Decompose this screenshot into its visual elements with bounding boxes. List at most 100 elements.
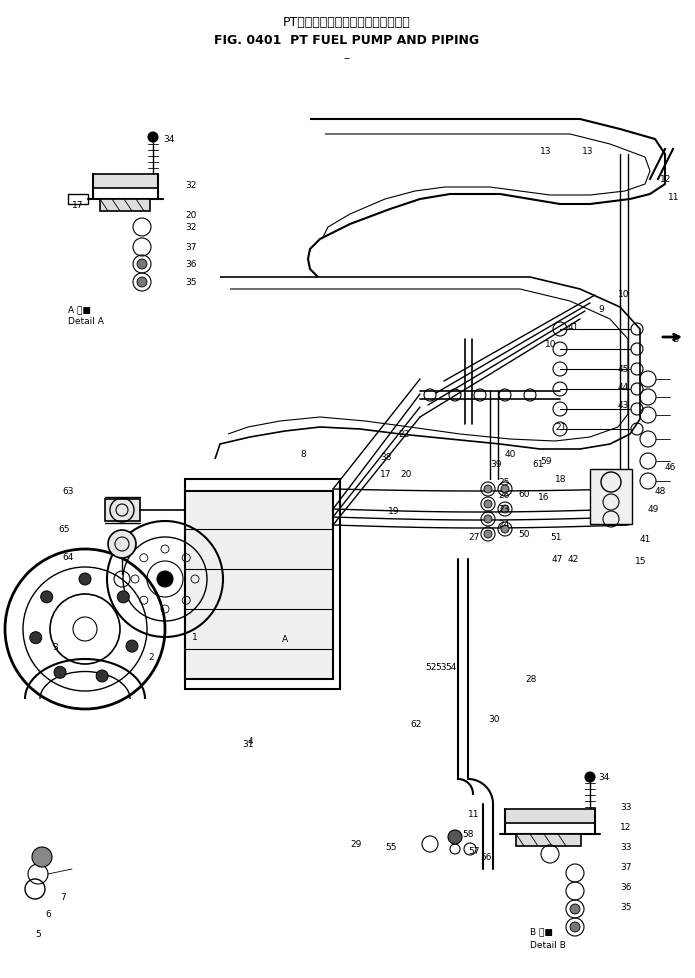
Text: 8: 8 — [300, 450, 306, 459]
Text: 38: 38 — [380, 453, 391, 462]
Text: 20: 20 — [185, 210, 197, 219]
Text: 33: 33 — [620, 803, 632, 812]
Circle shape — [157, 571, 173, 588]
Text: 49: 49 — [648, 505, 660, 514]
Text: 2: 2 — [148, 653, 154, 662]
Text: B: B — [672, 335, 678, 344]
Circle shape — [501, 485, 509, 494]
Text: A 詳■: A 詳■ — [68, 305, 91, 314]
Text: 32: 32 — [185, 223, 197, 232]
Text: 50: 50 — [518, 530, 530, 539]
Bar — [68, 195, 88, 204]
Text: 35: 35 — [620, 903, 632, 911]
Text: Detail A: Detail A — [68, 317, 104, 327]
Text: FIG. 0401  PT FUEL PUMP AND PIPING: FIG. 0401 PT FUEL PUMP AND PIPING — [215, 33, 480, 46]
Text: A: A — [282, 635, 288, 644]
Circle shape — [137, 278, 147, 288]
Text: 56: 56 — [480, 853, 491, 862]
Text: 59: 59 — [540, 457, 552, 467]
Text: 42: 42 — [568, 555, 579, 564]
Text: 3: 3 — [52, 643, 58, 651]
Text: 45: 45 — [618, 365, 630, 375]
Text: 62: 62 — [410, 720, 421, 729]
Circle shape — [30, 632, 42, 645]
Circle shape — [108, 530, 136, 558]
Text: 1: 1 — [192, 633, 198, 642]
Text: 39: 39 — [490, 460, 502, 469]
Text: 37: 37 — [185, 244, 197, 252]
Text: 15: 15 — [635, 556, 646, 566]
Text: 53: 53 — [435, 663, 446, 672]
Text: 48: 48 — [655, 487, 667, 496]
Circle shape — [501, 525, 509, 533]
Text: 55: 55 — [385, 843, 397, 852]
Bar — [100, 200, 150, 212]
Bar — [516, 834, 581, 846]
Text: B 詳■: B 詳■ — [530, 926, 553, 936]
Circle shape — [137, 260, 147, 270]
Text: 41: 41 — [640, 535, 651, 544]
Text: 28: 28 — [525, 675, 537, 684]
Text: PTフュエルポンプおよびパイピング: PTフュエルポンプおよびパイピング — [283, 16, 411, 28]
Text: 22: 22 — [398, 430, 409, 439]
Circle shape — [148, 133, 158, 143]
Text: 47: 47 — [552, 555, 564, 564]
Text: 58: 58 — [462, 829, 473, 839]
Text: 60: 60 — [518, 490, 530, 499]
Circle shape — [484, 530, 492, 539]
Text: 7: 7 — [60, 893, 66, 902]
Text: 61: 61 — [532, 460, 543, 469]
Text: 40: 40 — [505, 450, 516, 459]
Text: 9: 9 — [598, 305, 604, 314]
Text: 11: 11 — [468, 810, 480, 819]
Text: Detail B: Detail B — [530, 941, 566, 950]
Text: 13: 13 — [540, 148, 552, 156]
Text: 11: 11 — [668, 194, 680, 202]
Text: 44: 44 — [618, 383, 629, 392]
Text: 31: 31 — [242, 739, 254, 749]
Circle shape — [570, 922, 580, 932]
Text: 36: 36 — [185, 260, 197, 269]
Circle shape — [570, 904, 580, 914]
Circle shape — [126, 641, 138, 652]
Text: 4: 4 — [248, 736, 254, 746]
Circle shape — [501, 506, 509, 513]
Bar — [590, 469, 632, 524]
Circle shape — [448, 830, 462, 844]
Text: 54: 54 — [445, 663, 457, 672]
Text: 17: 17 — [380, 470, 391, 479]
Text: 63: 63 — [62, 487, 74, 496]
Text: 36: 36 — [620, 882, 632, 892]
Text: 13: 13 — [582, 148, 594, 156]
Text: 41: 41 — [568, 323, 580, 333]
Text: 34: 34 — [163, 135, 174, 145]
Text: 17: 17 — [72, 200, 83, 209]
Text: 10: 10 — [545, 340, 557, 349]
Text: 65: 65 — [58, 525, 70, 534]
Text: 26: 26 — [498, 491, 509, 500]
Circle shape — [585, 773, 595, 782]
Bar — [105, 500, 140, 521]
Text: 10: 10 — [618, 290, 630, 299]
Text: 12: 12 — [620, 822, 631, 831]
Bar — [185, 492, 333, 680]
Bar — [93, 175, 158, 189]
Text: 64: 64 — [62, 553, 74, 562]
Circle shape — [484, 501, 492, 509]
Text: 34: 34 — [598, 773, 610, 781]
Text: 51: 51 — [550, 533, 562, 542]
Text: 32: 32 — [185, 180, 197, 190]
Text: 20: 20 — [400, 470, 411, 479]
Text: 35: 35 — [185, 278, 197, 288]
Bar — [505, 809, 595, 823]
Text: 5: 5 — [35, 929, 41, 939]
Text: 33: 33 — [620, 843, 632, 852]
Circle shape — [96, 670, 108, 683]
Text: 52: 52 — [425, 663, 436, 672]
Text: 29: 29 — [350, 840, 361, 849]
Text: 24: 24 — [498, 520, 509, 529]
Circle shape — [32, 847, 52, 867]
Text: 6: 6 — [45, 910, 51, 918]
Circle shape — [79, 573, 91, 586]
Text: 21: 21 — [555, 423, 566, 432]
